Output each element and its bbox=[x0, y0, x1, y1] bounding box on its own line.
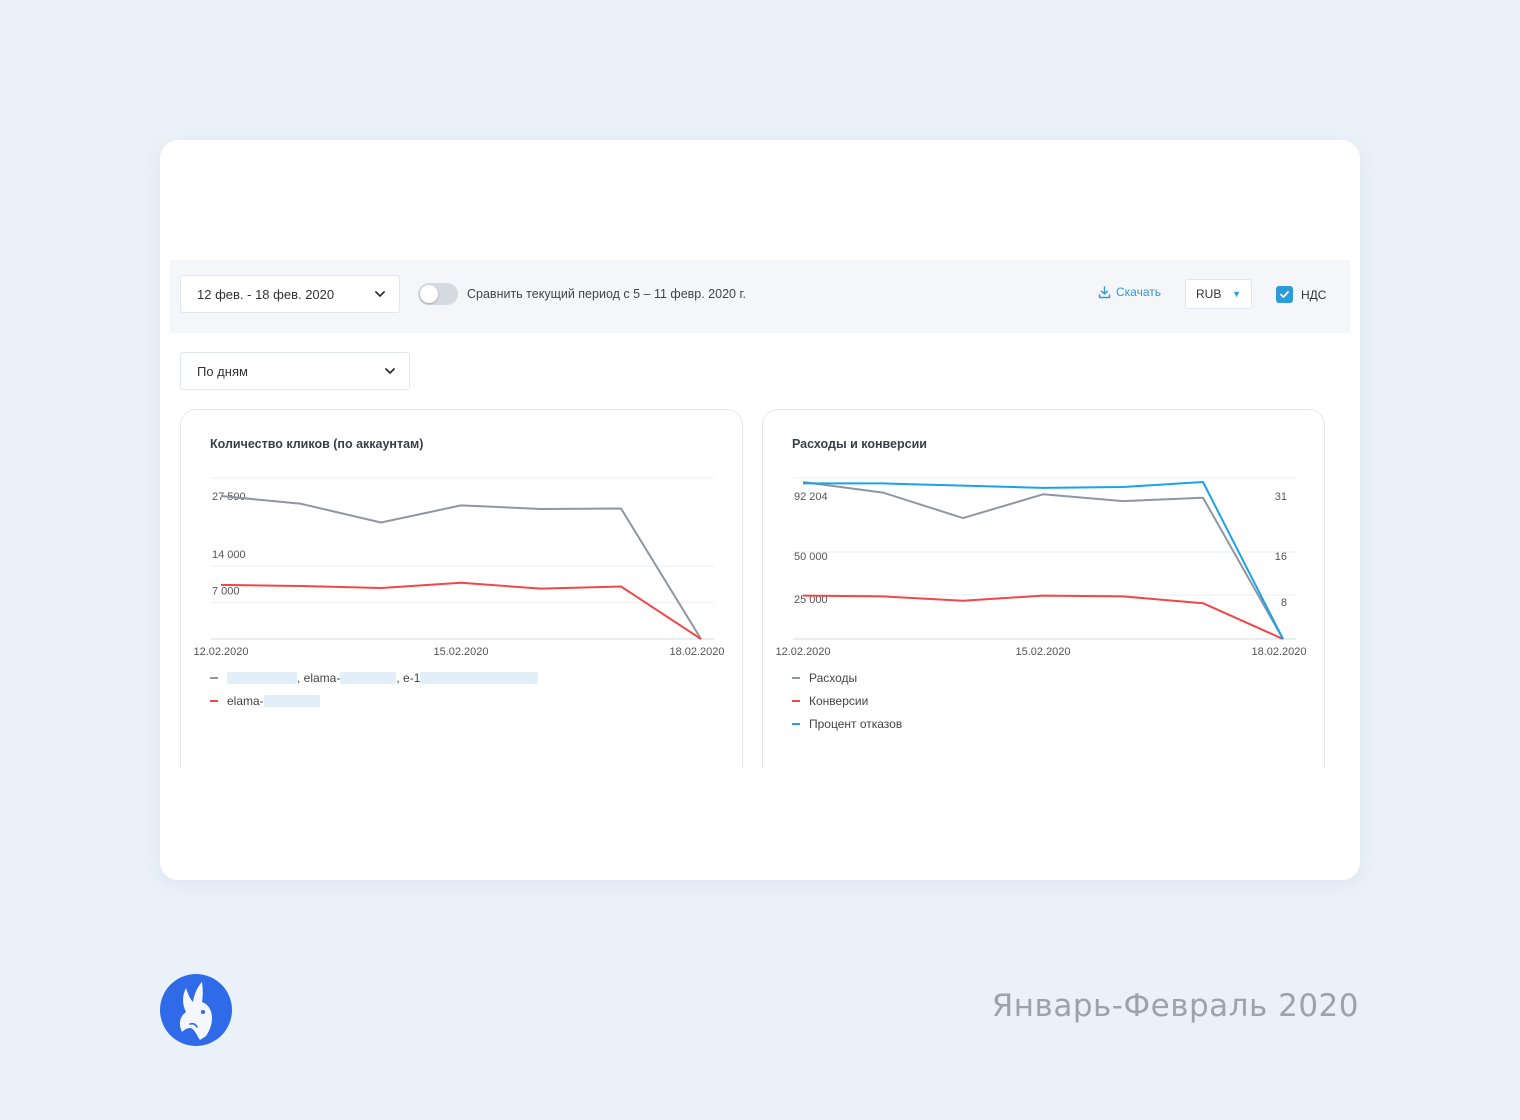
legend-text-redacted bbox=[227, 672, 297, 684]
legend-text: Конверсии bbox=[809, 694, 869, 708]
x-tick-label: 18.02.2020 bbox=[669, 646, 724, 658]
toggle-knob bbox=[420, 285, 438, 303]
download-label: Скачать bbox=[1116, 285, 1161, 299]
legend-text-redacted bbox=[263, 695, 320, 707]
series-line-2 bbox=[803, 481, 1284, 640]
chart-title: Расходы и конверсии bbox=[792, 437, 927, 451]
grouping-value: По дням bbox=[197, 363, 248, 379]
series-line-0 bbox=[220, 495, 702, 640]
legend-text-redacted bbox=[420, 672, 539, 684]
x-tick-label: 15.02.2020 bbox=[433, 646, 488, 658]
clicks-chart-panel: Количество кликов (по аккаунтам) 27 500 1… bbox=[180, 409, 743, 769]
date-range-value: 12 фев. - 18 фев. 2020 bbox=[197, 286, 335, 302]
legend-text: elama- bbox=[227, 694, 264, 708]
dashboard-card: 12 фев. - 18 фев. 2020 Сравнить текущий … bbox=[160, 140, 1360, 880]
series-line-1 bbox=[220, 581, 702, 640]
vat-label: НДС bbox=[1301, 287, 1327, 302]
legend-text-redacted bbox=[340, 672, 397, 684]
legend-swatch bbox=[792, 700, 800, 702]
y-right-tick-label: 31 bbox=[1275, 491, 1287, 503]
legend-swatch bbox=[792, 723, 800, 725]
compare-period-toggle[interactable] bbox=[418, 283, 458, 305]
chevron-down-icon bbox=[385, 368, 395, 374]
download-link[interactable]: Скачать bbox=[1098, 285, 1161, 299]
legend-item-costs: Расходы bbox=[792, 671, 857, 685]
costs-line-chart: 92 204 31 50 000 16 25 000 8 12.02.2020 15.02.2… bbox=[775, 477, 1307, 658]
y-right-tick-label: 16 bbox=[1275, 551, 1287, 563]
currency-value: RUB bbox=[1196, 287, 1222, 301]
legend-swatch bbox=[792, 677, 800, 679]
y-tick-label: 14 000 bbox=[212, 549, 246, 561]
legend-swatch bbox=[210, 677, 218, 679]
costs-conversions-chart-panel: Расходы и конверсии 92 204 31 50 000 16 25 0… bbox=[762, 409, 1325, 769]
x-tick-label: 15.02.2020 bbox=[1015, 646, 1070, 658]
period-caption: Январь-Февраль 2020 bbox=[991, 988, 1359, 1024]
date-range-select[interactable]: 12 фев. - 18 фев. 2020 bbox=[180, 275, 400, 313]
caret-down-icon: ▼ bbox=[1232, 289, 1241, 299]
chevron-down-icon bbox=[375, 291, 385, 297]
y-left-tick-label: 25 000 bbox=[794, 594, 828, 606]
x-tick-label: 18.02.2020 bbox=[1251, 646, 1306, 658]
legend-text: , e-1 bbox=[396, 671, 421, 685]
legend-text: Расходы bbox=[809, 671, 858, 685]
legend-text: Процент отказов bbox=[809, 717, 903, 731]
series-line-1 bbox=[802, 594, 1284, 640]
x-tick-label: 12.02.2020 bbox=[775, 646, 830, 658]
x-tick-label: 12.02.2020 bbox=[193, 646, 248, 658]
y-left-tick-label: 50 000 bbox=[794, 551, 828, 563]
compare-period-label: Сравнить текущий период с 5 – 11 февр. 2… bbox=[467, 287, 746, 301]
y-tick-label: 7 000 bbox=[212, 586, 240, 598]
y-right-tick-label: 8 bbox=[1281, 597, 1287, 609]
grouping-select[interactable]: По дням bbox=[180, 352, 410, 390]
chart-title: Количество кликов (по аккаунтам) bbox=[210, 437, 424, 451]
legend-item-elama: elama- bbox=[210, 694, 320, 708]
legend-swatch bbox=[210, 700, 218, 702]
filter-toolbar: 12 фев. - 18 фев. 2020 Сравнить текущий … bbox=[170, 260, 1350, 333]
series-line-0 bbox=[802, 481, 1284, 640]
vat-checkbox[interactable]: НДС bbox=[1276, 286, 1326, 303]
currency-select[interactable]: RUB ▼ bbox=[1185, 279, 1252, 309]
y-left-tick-label: 92 204 bbox=[794, 491, 828, 503]
llama-logo bbox=[160, 974, 232, 1046]
legend-text: , elama- bbox=[297, 671, 341, 685]
legend-item-bounce-rate: Процент отказов bbox=[792, 717, 902, 731]
legend-item-accounts: , elama- , e-1 bbox=[210, 671, 539, 685]
download-icon bbox=[1098, 285, 1111, 298]
checkmark-icon bbox=[1276, 286, 1293, 303]
legend-item-conversions: Конверсии bbox=[792, 694, 868, 708]
